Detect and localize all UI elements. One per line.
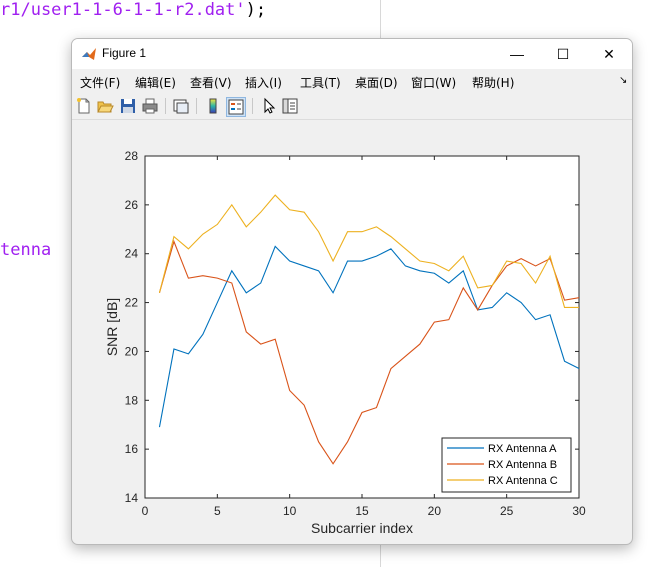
axis-ticks: 0 5 10 15 20 25 30 14 16 18 20 22 24 26 28 [125, 149, 586, 518]
chart-legend[interactable]: RX Antenna A RX Antenna B RX Antenna C [441, 437, 572, 493]
x-tick-label: 30 [572, 504, 586, 518]
y-axis-label: SNR [dB] [104, 298, 120, 356]
menu-view[interactable]: 查看(V) [190, 76, 232, 90]
legend-entry: RX Antenna C [488, 475, 558, 487]
maximize-button[interactable]: ☐ [556, 45, 570, 62]
legend-entry: RX Antenna A [488, 443, 557, 455]
toolbar-separator [196, 98, 197, 114]
series-lines [158, 194, 580, 465]
code-line-fragment[interactable]: tenna [0, 240, 52, 260]
menu-insert[interactable]: 插入(I) [245, 76, 282, 90]
y-tick-label: 24 [125, 247, 139, 261]
colorbar-icon[interactable] [204, 97, 222, 115]
link-plot-icon[interactable] [172, 97, 190, 115]
y-tick-label: 14 [125, 491, 139, 505]
matlab-logo-icon [82, 48, 96, 60]
window-title: Figure 1 [102, 46, 147, 60]
x-tick-label: 5 [214, 504, 221, 518]
property-inspector-icon[interactable] [281, 97, 299, 115]
menu-tools[interactable]: 工具(T) [300, 76, 341, 90]
x-tick-label: 0 [142, 504, 149, 518]
x-tick-label: 10 [283, 504, 297, 518]
new-figure-icon[interactable] [75, 97, 93, 115]
toolbar [72, 93, 632, 120]
y-tick-label: 18 [125, 393, 139, 407]
toolbar-separator [165, 98, 166, 114]
minimize-button[interactable]: — [510, 46, 524, 62]
y-tick-label: 20 [125, 344, 139, 358]
x-tick-label: 25 [500, 504, 514, 518]
close-button[interactable]: ✕ [603, 45, 615, 62]
x-tick-label: 15 [355, 504, 369, 518]
series-line-2[interactable] [158, 239, 580, 465]
x-tick-label: 20 [428, 504, 442, 518]
menu-file[interactable]: 文件(F) [80, 76, 121, 90]
legend-icon[interactable] [226, 97, 246, 117]
print-icon[interactable] [141, 97, 159, 115]
menu-desktop[interactable]: 桌面(D) [355, 76, 398, 90]
open-file-icon[interactable] [96, 97, 114, 115]
x-axis-label: Subcarrier index [311, 520, 413, 536]
series-line-3[interactable] [158, 194, 579, 309]
figure-window: Figure 1 — ☐ ✕ 文件(F) 编辑(E) 查看(V) 插入(I) 工… [71, 38, 633, 545]
series-line-1[interactable] [158, 245, 580, 428]
menu-help[interactable]: 帮助(H) [472, 76, 515, 90]
toolbar-separator [252, 98, 253, 114]
y-tick-label: 16 [125, 442, 139, 456]
menu-window[interactable]: 窗口(W) [411, 76, 457, 90]
y-tick-label: 28 [125, 149, 139, 163]
title-bar[interactable]: Figure 1 — ☐ ✕ [72, 39, 632, 69]
menu-edit[interactable]: 编辑(E) [135, 76, 176, 90]
snr-line-chart[interactable]: 0 5 10 15 20 25 30 14 16 18 20 22 24 26 28 Subcarrier … [72, 120, 632, 544]
y-tick-label: 22 [125, 296, 139, 310]
code-string: r1/user1-1-6-1-1-r2.dat' [0, 0, 246, 20]
menu-bar: 文件(F) 编辑(E) 查看(V) 插入(I) 工具(T) 桌面(D) 窗口(W… [72, 69, 632, 93]
code-line-filename[interactable]: r1/user1-1-6-1-1-r2.dat'); [0, 0, 266, 20]
code-punctuation: ); [245, 0, 267, 20]
legend-entry: RX Antenna B [488, 459, 557, 471]
save-icon[interactable] [119, 97, 137, 115]
y-tick-label: 26 [125, 198, 139, 212]
pointer-icon[interactable] [260, 97, 278, 115]
menu-overflow-arrow-icon[interactable]: ↘ [619, 75, 628, 86]
legend-box [441, 437, 572, 493]
